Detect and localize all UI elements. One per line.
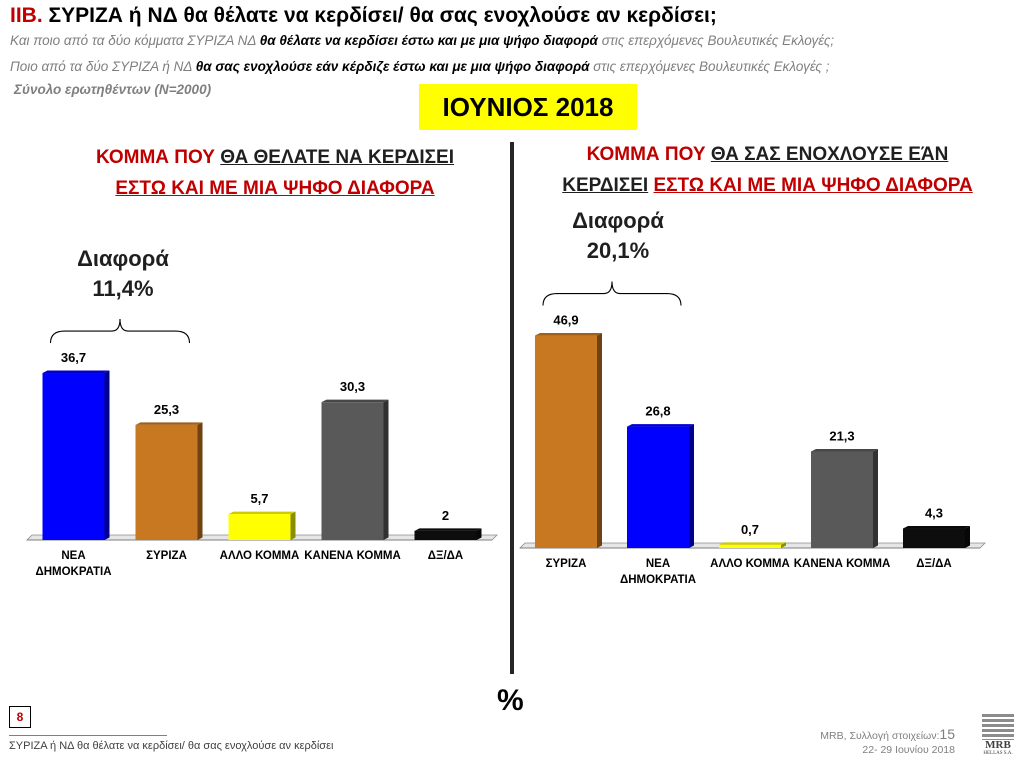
chart-0-bar-top-2 [228,511,296,515]
chart-0-bar-top-4 [414,528,482,531]
chart-0-tick-label-3: ΚΑΝΕΝΑ ΚΟΜΜΑ [304,550,401,562]
month-badge: ΙΟΥΝΙΟΣ 2018 [419,84,637,130]
page-number: 8 [9,706,31,728]
chart-1-bar-0 [535,335,597,548]
source-pre: MRB, Συλλογή στοιχείων: [820,730,940,742]
chart-1-tick-label-2: ΑΛΛΟ ΚΟΜΜΑ [710,558,790,570]
chart-0-bar-top-1 [135,422,203,425]
chart-0-bar-top-0 [42,370,110,374]
question-2-post: στις επερχόμενες Βουλευτικές Εκλογές ; [589,59,830,74]
logo-name: MRB [985,739,1011,751]
chart-1-value-label-4: 4,3 [925,506,943,521]
unit-label: % [497,684,524,717]
chart-0-bar-4 [414,530,477,540]
chart-0-bar-3 [321,402,384,540]
footer-divider [9,735,167,736]
chart-1-tick-label-1-line-0: ΝΕΑ [646,558,670,570]
question-2-bold: θα σας ενοχλούσε εάν κέρδιζε έστω και με… [195,59,590,74]
mrb-logo: MRB HELLAS S.A. [982,714,1014,758]
chart-0-bar-top-3 [321,399,389,403]
source-dates: 22- 29 Ιουνίου 2018 [862,744,955,756]
chart-0-bar-0 [42,373,105,540]
question-line-1: Και ποιο από τα δύο κόμματα ΣΥΡΙΖΑ ΝΔ θα… [10,33,834,48]
chart-1-bar-2 [719,544,781,548]
chart-0-tick-label-1: ΣΥΡΙΖΑ [146,550,187,562]
chart-0-bar-1 [135,424,198,540]
chart-0-tick-label-0-line-0: ΝΕΑ [61,550,85,562]
left-diff-value: 11,4% [92,276,154,301]
source-note: MRB, Συλλογή στοιχείων:15 22- 29 Ιουνίου … [810,727,955,757]
chart-1-tick-label-3: ΚΑΝΕΝΑ ΚΟΜΜΑ [794,558,891,570]
chart-0-value-label-2: 5,7 [250,491,268,506]
chart-1-difference-brace [542,281,682,306]
right-diff-value: 20,1% [586,238,650,263]
chart-1-bar-4 [903,528,965,548]
source-num: 15 [939,726,955,742]
chart-0-tick-label-0-line-1: ΔΗΜΟΚΡΑΤΙΑ [35,566,111,578]
chart-1-bar-top-0 [535,333,602,336]
question-2-pre: Ποιο από τα δύο ΣΥΡΙΖΑ ή ΝΔ [10,59,196,74]
left-panel-title: ΚΟΜΜΑ ΠΟΥ ΘΑ ΘΕΛΑΤΕ ΝΑ ΚΕΡΔΙΣΕΙ ΕΣΤΩ ΚΑΙ… [40,142,510,204]
chart-0-tick-label-4: ΔΞ/ΔΑ [428,550,463,562]
chart-1-bar-3 [811,451,873,548]
chart-0-bar-side-1 [197,422,203,540]
question-1-post: στις επερχόμενες Βουλευτικές Εκλογές; [597,33,835,48]
chart-0-difference-brace [49,319,191,344]
left-difference: Διαφορά 11,4% [58,244,188,304]
chart-0-bar-side-3 [383,399,389,540]
chart-1-bar-top-1 [627,424,694,427]
chart-1-tick-label-1-line-1: ΔΗΜΟΚΡΑΤΙΑ [620,574,696,586]
logo-mark [982,714,1014,740]
chart-1-value-label-0: 46,9 [553,313,578,328]
question-line-2: Ποιο από τα δύο ΣΥΡΙΖΑ ή ΝΔ θα σας ενοχλ… [10,59,830,74]
question-1-bold: θα θέλατε να κερδίσει έστω και με μια ψή… [259,33,598,48]
chart-0-bar-2 [228,514,291,540]
left-diff-label: Διαφορά [77,246,169,271]
chart-1-bar-top-4 [903,526,970,529]
right-title-b: ΘΑ ΣΑΣ ΕΝΟΧΛΟΥΣΕ ΕΆΝ [710,144,949,165]
chart-1-value-label-3: 21,3 [829,429,854,444]
right-title-c: ΚΕΡΔΙΣΕΙ [562,175,649,196]
chart-1-bar-side-2 [781,542,786,548]
right-diff-label: Διαφορά [572,208,664,233]
chart-1-bar-side-1 [689,424,694,548]
footer-note: ΣΥΡΙΖΑ ή ΝΔ θα θέλατε να κερδίσει/ θα σα… [9,740,334,752]
chart-1-bar-1 [627,426,689,548]
chart-1-value-label-1: 26,8 [645,404,670,419]
left-title-b: ΘΑ ΘΕΛΑΤΕ ΝΑ ΚΕΡΔΙΣΕΙ [220,147,454,168]
chart-1-bar-top-2 [719,542,786,545]
right-title-a: ΚΟΜΜΑ ΠΟΥ [586,144,711,165]
sample-base: Σύνολο ερωτηθέντων (Ν=2000) [14,82,212,97]
chart-1-tick-label-4: ΔΞ/ΔΑ [916,558,951,570]
title-text: ΣΥΡΙΖΑ ή ΝΔ θα θέλατε να κερδίσει/ θα σα… [48,4,717,27]
chart-0-bar-side-2 [290,511,296,540]
question-1-pre: Και ποιο από τα δύο κόμματα ΣΥΡΙΖΑ ΝΔ [10,33,260,48]
chart-0-value-label-4: 2 [442,508,449,523]
chart-1-bar-top-3 [811,449,878,452]
chart-1-bar-side-3 [873,449,878,548]
title-code: ΙΙΒ. [10,4,43,27]
chart-0-value-label-1: 25,3 [154,402,179,417]
chart-0-value-label-3: 30,3 [340,379,365,394]
panel-divider [510,142,514,674]
chart-1-bar-side-4 [965,526,970,548]
left-title-c: ΕΣΤΩ ΚΑΙ ΜΕ ΜΙΑ ΨΗΦΟ ΔΙΑΦΟΡΑ [115,178,435,199]
right-difference: Διαφορά 20,1% [553,206,683,266]
chart-1-value-label-2: 0,7 [741,522,759,537]
right-panel-title: ΚΟΜΜΑ ΠΟΥ ΘΑ ΣΑΣ ΕΝΟΧΛΟΥΣΕ ΕΆΝ ΚΕΡΔΙΣΕΙ … [515,139,1020,201]
right-title-d: ΕΣΤΩ ΚΑΙ ΜΕ ΜΙΑ ΨΗΦΟ ΔΙΑΦΟΡΑ [653,175,973,196]
chart-0-bar-side-4 [476,528,482,540]
page-title: ΙΙΒ. ΣΥΡΙΖΑ ή ΝΔ θα θέλατε να κερδίσει/ … [10,4,717,28]
left-title-a: ΚΟΜΜΑ ΠΟΥ [96,147,221,168]
chart-1-bar-side-0 [597,333,602,548]
chart-0-value-label-0: 36,7 [61,350,86,365]
chart-1-tick-label-0: ΣΥΡΙΖΑ [546,558,587,570]
chart-0-tick-label-2: ΑΛΛΟ ΚΟΜΜΑ [220,550,300,562]
chart-0-bar-side-0 [104,370,110,540]
logo-sub: HELLAS S.A. [983,751,1013,756]
